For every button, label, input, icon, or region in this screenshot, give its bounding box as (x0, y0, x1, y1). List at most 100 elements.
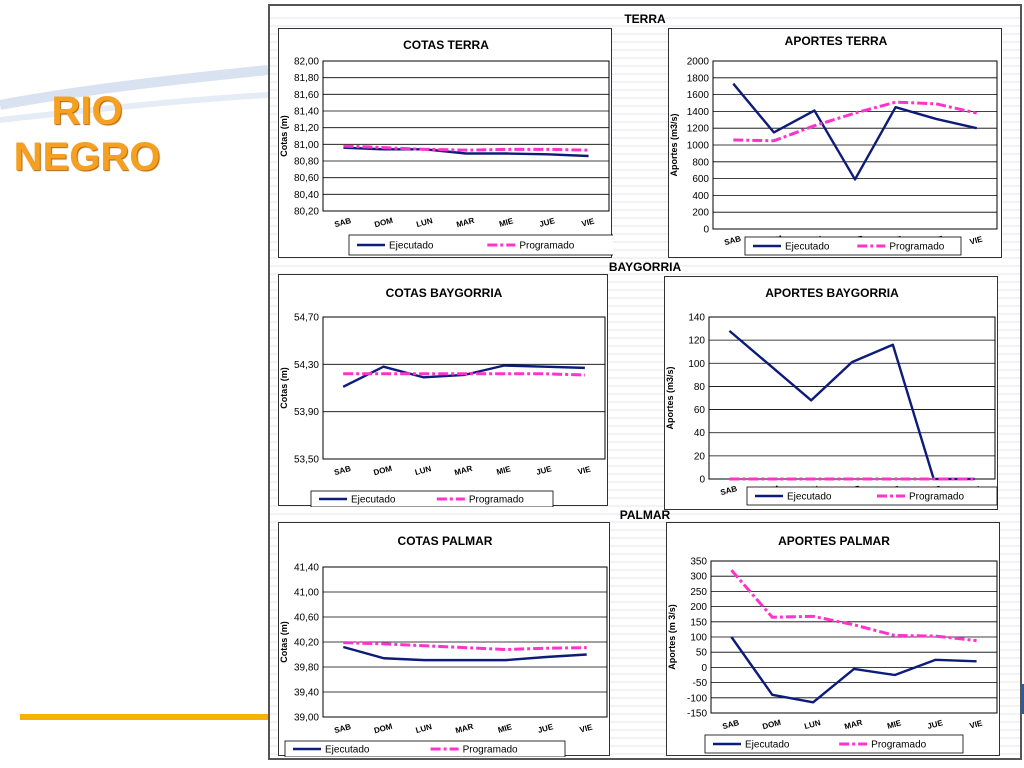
y-tick-label: 39,80 (294, 663, 319, 674)
slide-title-line2: NEGRO (13, 135, 161, 179)
y-tick-label: 0 (699, 475, 705, 486)
x-tick-label: JUE (537, 722, 555, 735)
chart-title: APORTES BAYGORRIA (765, 286, 899, 300)
x-tick-label: VIE (581, 216, 596, 228)
section-title-baygorria: BAYGORRIA (608, 260, 682, 274)
y-tick-label: 81,60 (294, 90, 319, 101)
y-tick-label: 40 (694, 428, 706, 439)
plot-area (322, 60, 610, 212)
y-tick-label: 40,20 (294, 638, 319, 649)
x-tick-label: LUN (415, 722, 433, 735)
x-tick-label: VIE (577, 464, 592, 476)
legend-label-ejecutado: Ejecutado (745, 740, 790, 751)
series-line-programado (343, 372, 585, 377)
series-line-ejecutado (342, 645, 587, 662)
x-tick-label: VIE (969, 718, 984, 730)
y-tick-label: 150 (690, 617, 707, 628)
legend-label-ejecutado: Ejecutado (785, 242, 830, 253)
y-tick-label: -50 (693, 678, 708, 689)
y-axis-label: Aportes (m3/s) (665, 366, 675, 429)
x-tick-label: SAB (719, 484, 738, 497)
legend-box (310, 490, 554, 507)
y-tick-label: 40,60 (294, 613, 319, 624)
x-tick-label: DOM (373, 722, 394, 736)
y-axis-label: Cotas (m) (279, 367, 289, 409)
y-tick-label: 800 (692, 157, 709, 168)
legend-label-programado: Programado (871, 740, 926, 751)
x-tick-label: JUE (535, 464, 553, 477)
y-tick-label: 81,80 (294, 73, 319, 84)
y-tick-label: 82,00 (294, 57, 319, 68)
y-axis-label: Aportes (m 3/s) (667, 604, 677, 670)
y-tick-label: 120 (688, 336, 705, 347)
legend-box (284, 740, 566, 757)
chart-panel-aportes-palmar: APORTES PALMAR 350 300 250 200 150 100 50 0 -50 -1… (666, 522, 1000, 756)
chart-title: APORTES PALMAR (778, 534, 890, 548)
y-tick-label: -100 (687, 693, 707, 704)
y-tick-label: 53,50 (294, 455, 319, 466)
series-line-ejecutado (730, 636, 977, 704)
x-tick-label: MAR (454, 722, 474, 735)
chart-panel-aportes-terra: APORTES TERRA 2000 1800 1600 1400 1200 1000 800… (668, 28, 1002, 258)
x-tick-label: SAB (333, 722, 352, 735)
x-tick-label: SAB (333, 464, 352, 477)
section-title-palmar: PALMAR (619, 508, 671, 522)
series-line-programado (733, 100, 978, 143)
x-tick-label: LUN (415, 216, 433, 229)
series-line-programado (730, 569, 977, 643)
y-tick-label: 54,70 (294, 313, 319, 324)
x-tick-label: MIE (498, 216, 515, 229)
y-tick-label: 600 (692, 174, 709, 185)
x-tick-label: VIE (579, 722, 594, 734)
y-tick-label: 80,60 (294, 173, 319, 184)
plot-area (708, 316, 996, 480)
x-tick-label: VIE (969, 234, 984, 246)
x-tick-label: SAB (723, 234, 742, 247)
slide-title: RIO NEGRO (12, 88, 162, 180)
y-tick-label: 300 (690, 572, 707, 583)
x-tick-label: LUN (414, 464, 432, 477)
legend-label-programado: Programado (463, 745, 518, 756)
y-tick-label: 1600 (687, 90, 710, 101)
y-tick-label: 400 (692, 191, 709, 202)
x-tick-label: MIE (496, 464, 513, 477)
y-tick-label: 1200 (687, 124, 710, 135)
y-tick-label: 0 (701, 663, 707, 674)
chart-panel-aportes-baygorria: APORTES BAYGORRIA 140 120 100 80 60 40 20 0 Aport… (664, 276, 998, 510)
legend-box (746, 486, 998, 506)
x-tick-label: DOM (373, 216, 394, 230)
legend-label-programado: Programado (519, 241, 574, 252)
y-tick-label: 100 (690, 633, 707, 644)
chart-title: COTAS TERRA (403, 38, 489, 52)
legend-label-ejecutado: Ejecutado (787, 492, 832, 503)
y-tick-label: 81,20 (294, 123, 319, 134)
y-tick-label: 80,20 (294, 207, 319, 218)
slide-title-line1: RIO (51, 89, 123, 133)
chart-panel-cotas-palmar: COTAS PALMAR 41,40 41,00 40,60 40,20 39,80 39,… (278, 522, 610, 757)
legend-label-ejecutado: Ejecutado (389, 241, 434, 252)
legend-label-ejecutado: Ejecutado (325, 745, 370, 756)
legend-box (348, 234, 613, 256)
x-tick-label: DOM (373, 464, 394, 478)
y-tick-label: -150 (687, 709, 707, 720)
x-tick-label: MIE (886, 718, 903, 731)
y-tick-label: 60 (694, 405, 706, 416)
y-tick-label: 100 (688, 359, 705, 370)
y-tick-label: 41,40 (294, 563, 319, 574)
y-axis-label: Aportes (m3/s) (669, 113, 679, 176)
legend-box (704, 734, 964, 754)
x-tick-label: LUN (803, 718, 821, 731)
plot-area (322, 316, 606, 460)
legend-label-programado: Programado (909, 492, 964, 503)
series-line-ejecutado (732, 82, 977, 181)
x-tick-label: MAR (455, 216, 475, 229)
series-line-programado (343, 144, 589, 152)
y-tick-label: 41,00 (294, 588, 319, 599)
y-tick-label: 350 (690, 557, 707, 568)
y-tick-label: 80 (694, 382, 706, 393)
y-tick-label: 80,40 (294, 190, 319, 201)
chart-title: COTAS PALMAR (398, 534, 493, 548)
y-tick-label: 0 (703, 225, 709, 236)
section-title-terra: TERRA (624, 12, 666, 26)
